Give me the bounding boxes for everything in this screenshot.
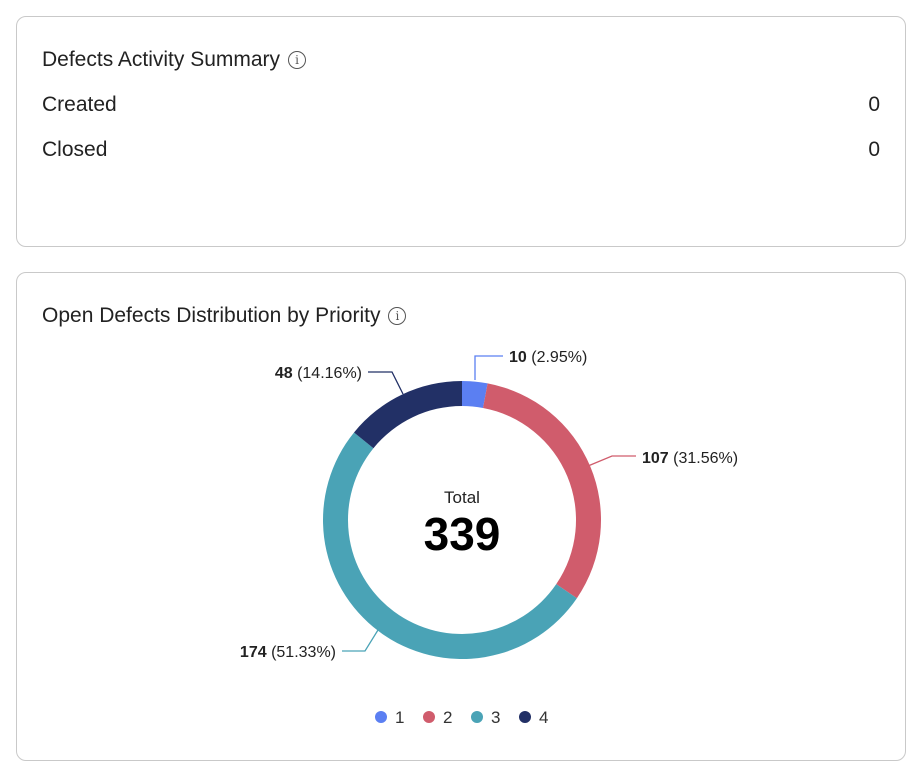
data-label: 48 (14.16%) xyxy=(275,365,362,382)
defects-activity-summary-card: Defects Activity Summary i Created 0 Clo… xyxy=(16,16,906,247)
data-label: 107 (31.56%) xyxy=(642,450,738,467)
data-label: 10 (2.95%) xyxy=(509,349,587,366)
legend-marker[interactable] xyxy=(519,711,531,723)
legend-marker[interactable] xyxy=(375,711,387,723)
center-value: 339 xyxy=(424,508,501,560)
open-defects-distribution-card: Open Defects Distribution by Priority i xyxy=(16,272,906,761)
slice-priority-2[interactable] xyxy=(483,383,602,599)
legend-marker[interactable] xyxy=(423,711,435,723)
legend-label[interactable]: 2 xyxy=(443,708,452,727)
legend-label[interactable]: 4 xyxy=(539,708,548,727)
legend-marker[interactable] xyxy=(471,711,483,723)
distribution-title: Open Defects Distribution by Priority i xyxy=(42,304,407,328)
legend-label[interactable]: 1 xyxy=(395,708,404,727)
created-row: Created 0 xyxy=(42,93,880,116)
data-label: 174 (51.33%) xyxy=(240,644,336,661)
summary-title: Defects Activity Summary i xyxy=(42,48,307,72)
leader-line xyxy=(368,371,404,395)
center-label: Total xyxy=(444,488,480,507)
slice-priority-1[interactable] xyxy=(462,381,488,408)
slice-priority-4[interactable] xyxy=(354,381,462,449)
closed-row: Closed 0 xyxy=(42,138,880,161)
leader-line xyxy=(587,455,636,467)
leader-line xyxy=(342,629,379,652)
info-icon[interactable]: i xyxy=(288,51,307,69)
slice-priority-3[interactable] xyxy=(323,432,577,659)
info-icon[interactable]: i xyxy=(388,307,407,325)
legend-label[interactable]: 3 xyxy=(491,708,500,727)
leader-line xyxy=(474,355,503,380)
